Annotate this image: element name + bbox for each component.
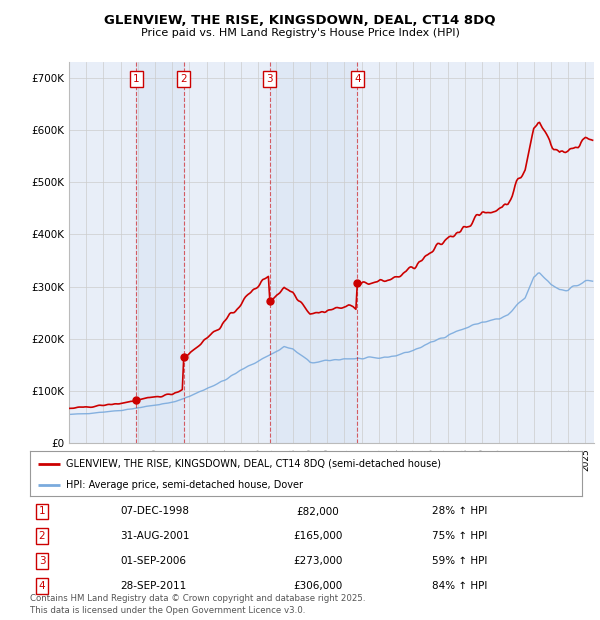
Text: 84% ↑ HPI: 84% ↑ HPI [432,581,487,591]
Text: 59% ↑ HPI: 59% ↑ HPI [432,556,487,566]
Text: Price paid vs. HM Land Registry's House Price Index (HPI): Price paid vs. HM Land Registry's House … [140,28,460,38]
Text: 2: 2 [181,74,187,84]
Text: £273,000: £273,000 [293,556,343,566]
Text: GLENVIEW, THE RISE, KINGSDOWN, DEAL, CT14 8DQ: GLENVIEW, THE RISE, KINGSDOWN, DEAL, CT1… [104,14,496,27]
Text: This data is licensed under the Open Government Licence v3.0.: This data is licensed under the Open Gov… [30,606,305,614]
Text: 4: 4 [38,581,46,591]
Text: Contains HM Land Registry data © Crown copyright and database right 2025.: Contains HM Land Registry data © Crown c… [30,595,365,603]
Text: 1: 1 [133,74,140,84]
Text: 07-DEC-1998: 07-DEC-1998 [120,507,189,516]
Text: £82,000: £82,000 [296,507,340,516]
Text: 2: 2 [38,531,46,541]
Text: 3: 3 [266,74,273,84]
Text: 4: 4 [354,74,361,84]
Text: 28-SEP-2011: 28-SEP-2011 [120,581,186,591]
Text: 3: 3 [38,556,46,566]
Text: £306,000: £306,000 [293,581,343,591]
Text: £165,000: £165,000 [293,531,343,541]
Bar [270,62,358,443]
Text: 1: 1 [38,507,46,516]
Text: 01-SEP-2006: 01-SEP-2006 [120,556,186,566]
Text: GLENVIEW, THE RISE, KINGSDOWN, DEAL, CT14 8DQ (semi-detached house): GLENVIEW, THE RISE, KINGSDOWN, DEAL, CT1… [66,459,441,469]
Text: 75% ↑ HPI: 75% ↑ HPI [432,531,487,541]
Text: 28% ↑ HPI: 28% ↑ HPI [432,507,487,516]
Bar [136,62,184,443]
Text: 31-AUG-2001: 31-AUG-2001 [120,531,190,541]
Text: HPI: Average price, semi-detached house, Dover: HPI: Average price, semi-detached house,… [66,480,303,490]
